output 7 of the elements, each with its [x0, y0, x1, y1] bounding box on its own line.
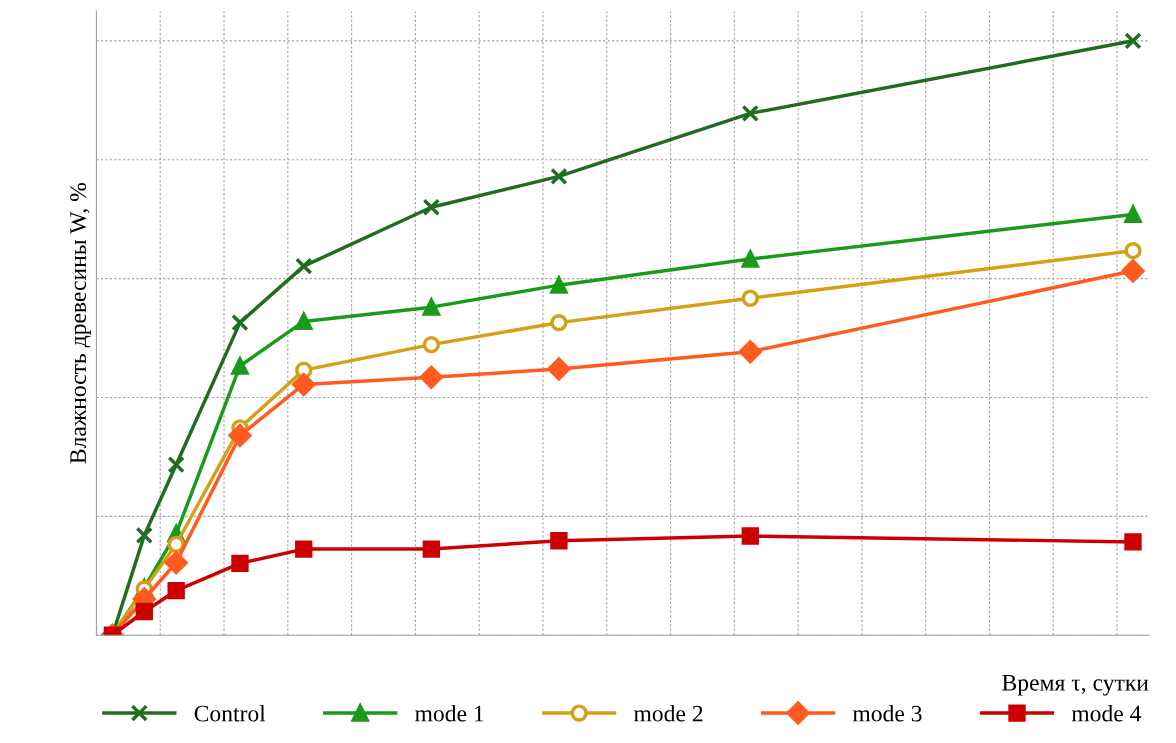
y-axis-title: Влажность древесины W, % — [70, 183, 91, 464]
legend-label: mode 3 — [852, 704, 922, 722]
legend-label: mode 1 — [415, 704, 484, 722]
x-axis-title: Время τ, сутки — [1002, 675, 1149, 696]
legend-label: mode 2 — [633, 704, 703, 722]
legend-label: mode 4 — [1071, 704, 1142, 722]
legend-label: Control — [194, 704, 266, 722]
